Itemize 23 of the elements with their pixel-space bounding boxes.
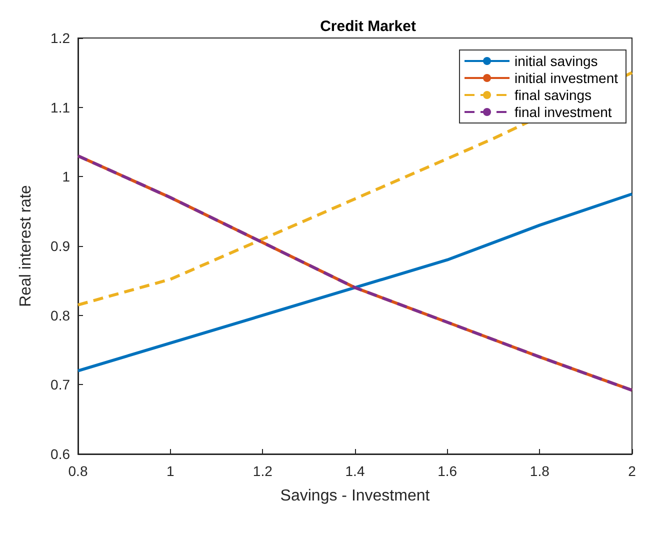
x-tick-label: 1.8	[530, 463, 550, 479]
y-tick-label: 1	[62, 168, 70, 185]
line-series	[76, 154, 634, 392]
chart-title: Credit Market	[320, 18, 416, 35]
y-tick-label: 0.6	[50, 446, 70, 462]
y-tick-label: 1.1	[50, 99, 70, 116]
x-tick-label: 1.2	[252, 463, 273, 479]
x-tick-label: 0.8	[68, 463, 88, 479]
y-tick-label: 1.2	[50, 30, 70, 46]
x-tick-label: 1.6	[438, 463, 458, 479]
y-tick-label: 0.7	[50, 376, 70, 393]
y-tick-label: 0.8	[50, 307, 70, 324]
x-tick-label: 2	[628, 463, 636, 479]
y-tick-label: 0.9	[50, 238, 70, 254]
legend-label: final investment	[514, 104, 612, 120]
x-axis-title: Savings - Investment	[280, 488, 430, 504]
x-tick-label: 1.4	[345, 463, 365, 479]
legend-label: initial investment	[514, 70, 618, 86]
legend-label: final savings	[514, 87, 592, 103]
y-axis-title: Real interest rate	[18, 184, 34, 307]
line-series	[76, 192, 634, 372]
x-tick-label: 1	[166, 463, 174, 479]
legend-label: initial savings	[514, 53, 598, 69]
